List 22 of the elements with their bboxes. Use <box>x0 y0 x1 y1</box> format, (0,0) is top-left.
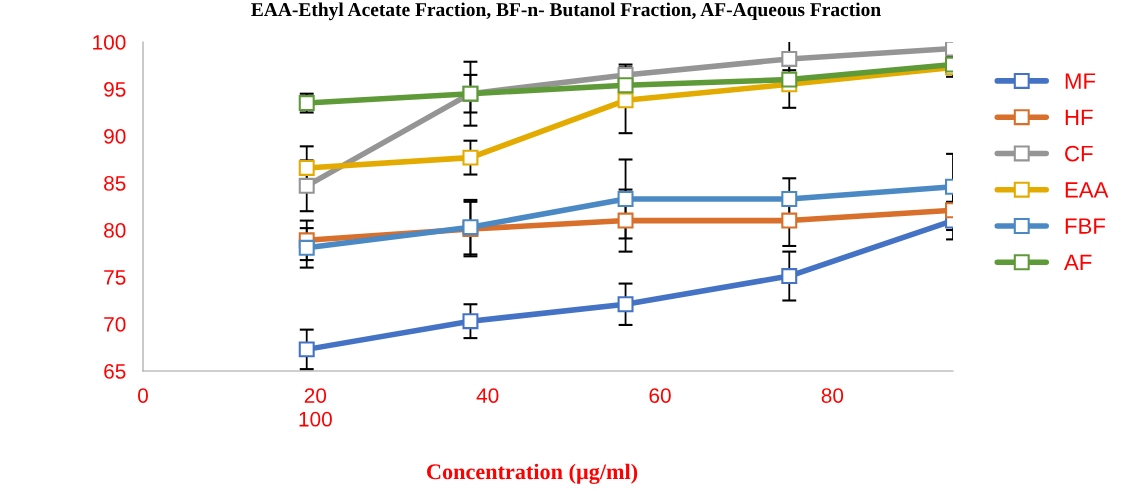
x-tick-label: 20 <box>304 388 327 403</box>
chart-title: EAA-Ethyl Acetate Fraction, BF-n- Butanol Fraction, AF-Aqueous Fraction <box>251 2 881 21</box>
y-tick-label: 80 <box>104 223 126 238</box>
y-tick-label: 100 <box>93 35 126 50</box>
y-tick-label: 70 <box>104 317 126 332</box>
legend-label: EAA <box>1065 182 1109 198</box>
y-tick-label: 65 <box>104 364 126 379</box>
x-tick-label: 0 <box>138 388 148 403</box>
text: 100 <box>299 411 332 427</box>
legend-label: HF <box>1065 109 1093 125</box>
y-tick-label: 95 <box>104 82 126 97</box>
x-tick-label: 80 <box>821 388 844 403</box>
x-tick-label: 40 <box>476 388 499 403</box>
y-tick-label: 90 <box>104 129 126 144</box>
legend-label: FBF <box>1065 218 1106 234</box>
legend-label: AF <box>1064 254 1092 271</box>
y-tick-label: 85 <box>104 176 126 191</box>
y-tick-label: 75 <box>104 270 126 285</box>
x-axis-title: Concentration (µg/ml) <box>427 463 638 484</box>
legend-label: CF <box>1065 145 1093 162</box>
legend-label: MF <box>1065 73 1096 89</box>
x-tick-label: 60 <box>649 388 671 403</box>
